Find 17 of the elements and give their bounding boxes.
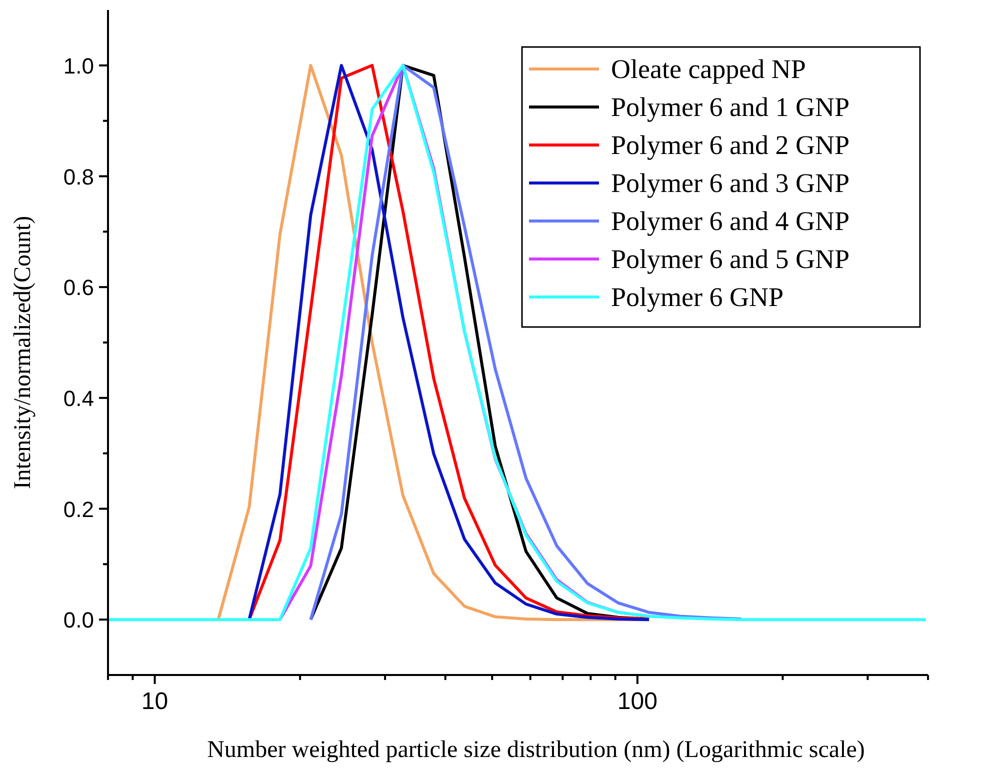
- x-tick-label: 10: [141, 688, 168, 715]
- legend-label: Oleate capped NP: [611, 54, 806, 84]
- legend-label: Polymer 6 and 3 GNP: [611, 168, 850, 198]
- y-tick-label: 0.4: [63, 386, 94, 411]
- legend-label: Polymer 6 and 4 GNP: [611, 206, 850, 236]
- x-axis-title: Number weighted particle size distribution (nm) (Logarithmic scale): [207, 737, 865, 763]
- legend-label: Polymer 6 and 1 GNP: [611, 92, 850, 122]
- legend-label: Polymer 6 and 5 GNP: [611, 244, 850, 274]
- y-tick-label: 0.8: [63, 164, 94, 190]
- y-tick-label: 1.0: [63, 53, 94, 78]
- y-tick-label: 0.6: [63, 275, 94, 300]
- legend-label: Polymer 6 and 2 GNP: [611, 130, 850, 160]
- y-tick-label: 0.0: [63, 608, 94, 633]
- y-axis-title: Intensity/normalized(Count): [10, 216, 36, 490]
- x-tick-label: 100: [617, 688, 658, 715]
- legend-label: Polymer 6 GNP: [611, 282, 784, 312]
- y-tick-label: 0.2: [63, 496, 94, 522]
